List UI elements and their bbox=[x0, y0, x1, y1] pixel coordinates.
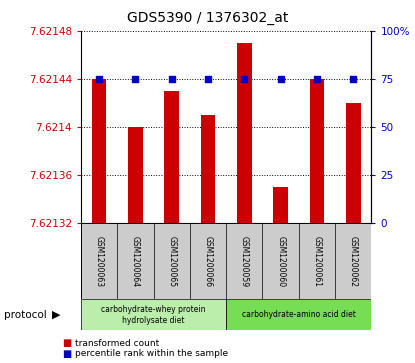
Bar bbox=[346, 103, 361, 223]
Text: ▶: ▶ bbox=[52, 310, 60, 320]
Bar bbox=[128, 127, 143, 223]
Bar bbox=[201, 115, 215, 223]
Bar bbox=[81, 223, 371, 299]
Text: ■: ■ bbox=[62, 338, 71, 348]
Bar bbox=[164, 91, 179, 223]
Text: ■: ■ bbox=[62, 349, 71, 359]
Text: percentile rank within the sample: percentile rank within the sample bbox=[75, 350, 228, 358]
Text: GSM1200063: GSM1200063 bbox=[95, 236, 104, 287]
Point bbox=[132, 76, 139, 82]
Text: GSM1200060: GSM1200060 bbox=[276, 236, 285, 287]
Bar bbox=[273, 187, 288, 223]
Point bbox=[96, 76, 103, 82]
Bar bbox=[81, 299, 226, 330]
Bar bbox=[310, 79, 324, 223]
Text: carbohydrate-whey protein
hydrolysate diet: carbohydrate-whey protein hydrolysate di… bbox=[101, 305, 206, 325]
Text: GDS5390 / 1376302_at: GDS5390 / 1376302_at bbox=[127, 11, 288, 25]
Bar bbox=[237, 43, 251, 223]
Text: transformed count: transformed count bbox=[75, 339, 159, 347]
Text: GSM1200066: GSM1200066 bbox=[203, 236, 212, 287]
Text: protocol: protocol bbox=[4, 310, 47, 320]
Text: carbohydrate-amino acid diet: carbohydrate-amino acid diet bbox=[242, 310, 356, 319]
Bar bbox=[92, 79, 106, 223]
Point bbox=[168, 76, 175, 82]
Point bbox=[314, 76, 320, 82]
Text: GSM1200062: GSM1200062 bbox=[349, 236, 358, 287]
Text: GSM1200061: GSM1200061 bbox=[312, 236, 322, 287]
Bar bbox=[226, 299, 371, 330]
Point bbox=[241, 76, 248, 82]
Text: GSM1200064: GSM1200064 bbox=[131, 236, 140, 287]
Point bbox=[350, 76, 356, 82]
Text: GSM1200059: GSM1200059 bbox=[240, 236, 249, 287]
Text: GSM1200065: GSM1200065 bbox=[167, 236, 176, 287]
Point bbox=[205, 76, 211, 82]
Point bbox=[277, 76, 284, 82]
